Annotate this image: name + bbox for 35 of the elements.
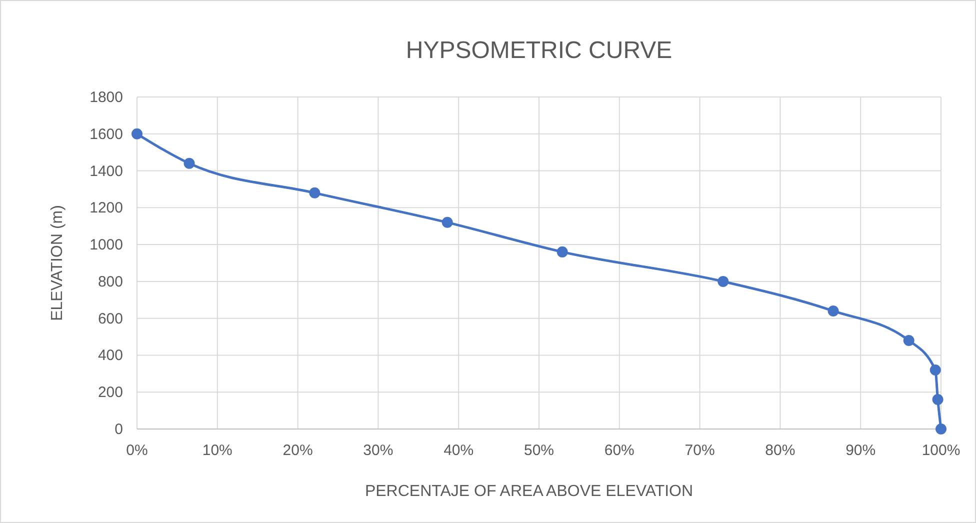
y-tick-label: 400 [98,347,123,364]
x-tick-label: 40% [444,442,474,459]
point [828,305,839,316]
x-tick-label: 20% [282,442,313,459]
point [556,246,568,258]
chart-title: HYPSOMETRIC CURVE [406,37,672,64]
x-tick-label: 30% [363,442,394,459]
x-tick-label: 10% [202,442,232,459]
y-axis-title: ELEVATION (m) [49,205,66,321]
x-tick-label: 100% [922,442,960,459]
x-tick-label: 90% [846,442,876,459]
x-tick-label: 50% [524,442,554,459]
y-tick-label: 1200 [90,200,123,217]
point [903,334,914,346]
y-tick-label: 800 [98,273,123,290]
x-tick-label: 60% [604,442,634,459]
point [309,187,320,198]
y-tick-label: 0 [114,421,123,438]
point [930,364,941,376]
x-tick-label: 80% [765,442,796,459]
x-tick-label: 0% [126,442,148,459]
y-tick-label: 1000 [90,236,123,254]
y-tick-label: 1800 [90,89,123,106]
y-tick-label: 200 [98,384,123,402]
point [132,128,142,140]
point [936,424,946,434]
x-tick-label: 70% [684,442,715,459]
point [932,394,944,405]
y-tick-label: 600 [98,310,123,328]
point [442,216,453,228]
point [184,158,195,169]
y-tick-label: 1600 [90,126,123,143]
y-tick-label: 1400 [90,162,123,180]
x-axis-title: PERCENTAJE OF AREA ABOVE ELEVATION [364,483,694,500]
point [718,276,729,287]
